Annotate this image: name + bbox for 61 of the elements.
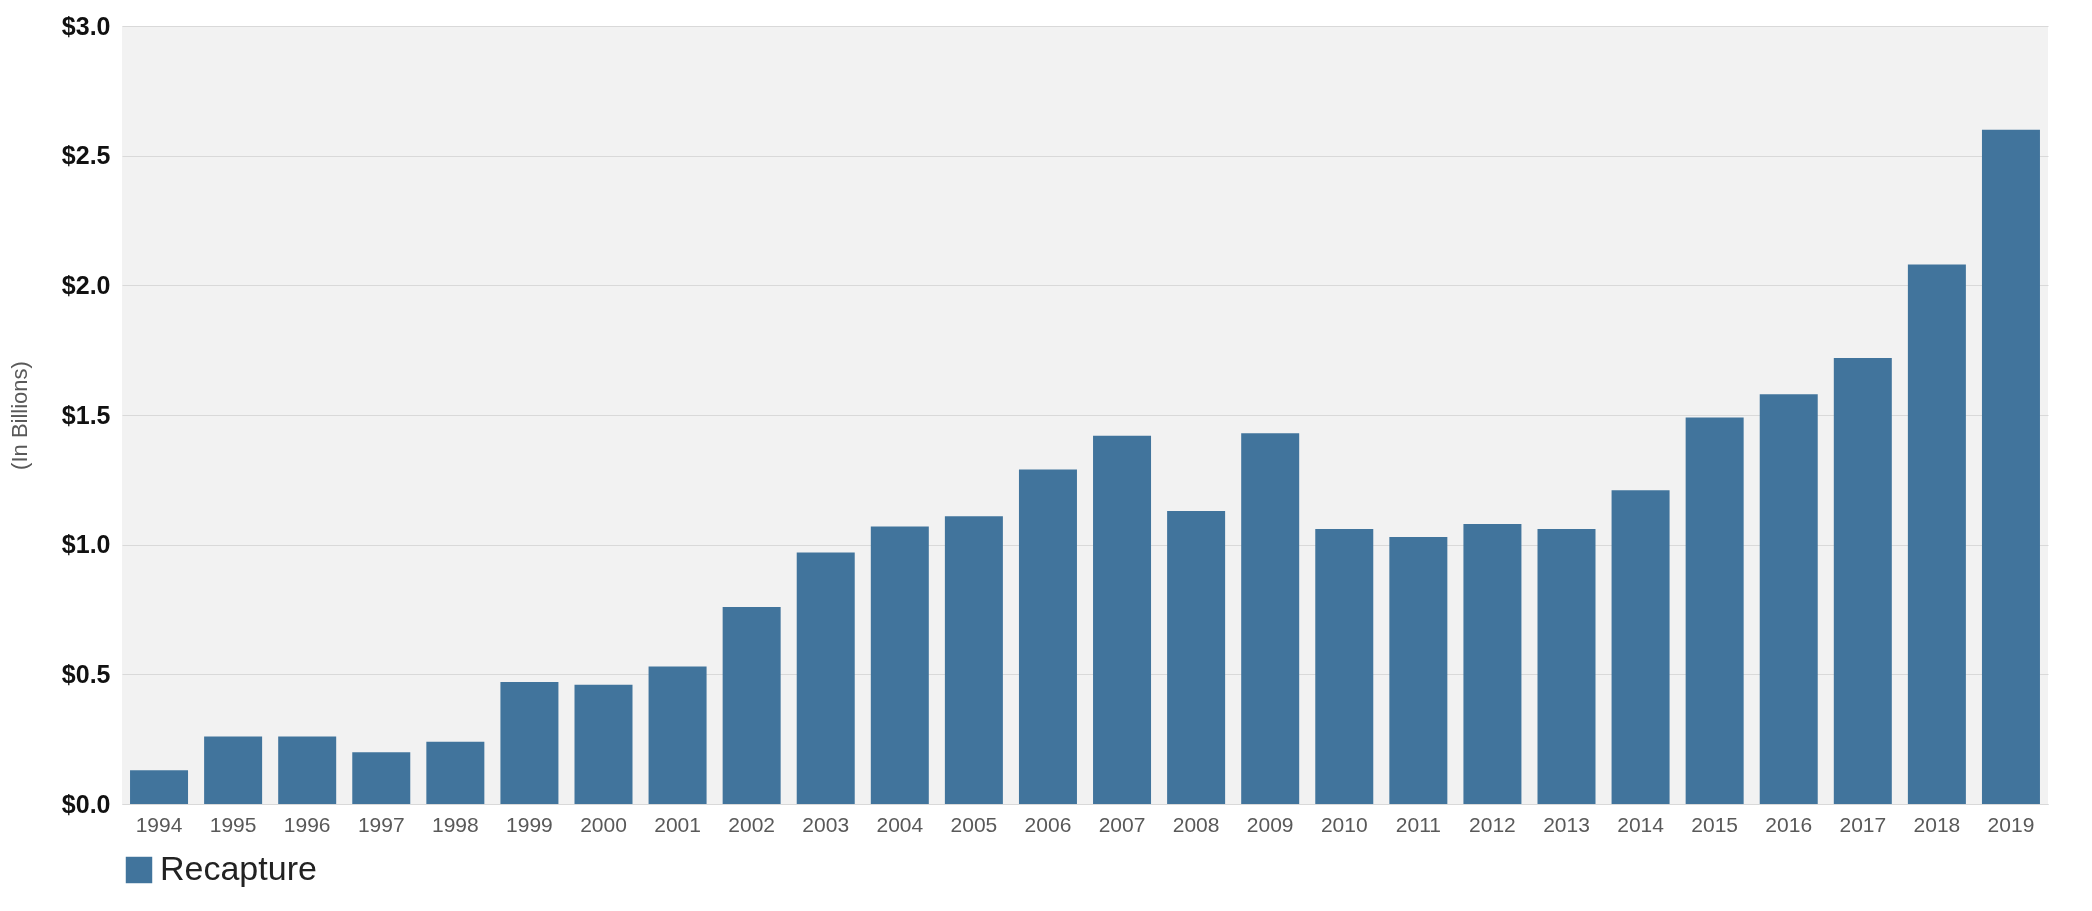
x-tick-label: 1997: [357, 812, 405, 836]
x-tick-label: 2016: [1765, 812, 1813, 836]
x-tick-label: 2014: [1617, 812, 1665, 836]
x-tick-label: 2018: [1913, 812, 1961, 836]
x-tick-label: 2015: [1691, 812, 1739, 836]
bar: [796, 552, 855, 804]
bar: [1537, 529, 1596, 804]
bar: [1389, 536, 1448, 804]
x-tick-label: 2017: [1839, 812, 1887, 836]
bar: [648, 666, 707, 804]
bar: [1241, 433, 1300, 804]
bar: [426, 741, 485, 804]
x-tick-label: 2002: [728, 812, 776, 836]
bar: [870, 526, 929, 804]
bar: [1833, 357, 1892, 804]
bar: [352, 752, 411, 804]
bar: [278, 736, 337, 804]
x-tick-label: 2004: [876, 812, 924, 836]
x-tick-label: 2005: [950, 812, 998, 836]
bar: [1167, 510, 1226, 804]
x-tick-label: 1996: [283, 812, 331, 836]
x-tick-label: 2012: [1469, 812, 1516, 836]
y-tick-label: $0.5: [61, 659, 111, 688]
bar: [574, 684, 633, 804]
bar: [944, 516, 1003, 804]
y-tick-label: $1.5: [61, 400, 111, 429]
bar: [1759, 394, 1818, 804]
x-tick-label: 2007: [1098, 812, 1146, 836]
bar: [1611, 490, 1670, 804]
bar: [204, 736, 263, 804]
y-tick-label: $2.5: [61, 141, 111, 170]
y-tick-label: $3.0: [61, 11, 111, 40]
bar: [722, 606, 781, 804]
y-tick-label: $2.0: [61, 270, 111, 299]
bar: [1685, 417, 1744, 804]
bar: [1315, 529, 1374, 804]
x-tick-label: 2010: [1320, 812, 1368, 836]
bar: [130, 770, 189, 804]
bar: [1463, 523, 1522, 804]
x-tick-label: 2000: [580, 812, 627, 836]
y-axis-title: (In Billions): [6, 361, 32, 470]
x-tick-label: 1998: [431, 812, 479, 836]
bar: [1093, 435, 1152, 804]
x-tick-label: 2011: [1395, 812, 1441, 836]
bar: [1018, 469, 1077, 804]
x-tick-label: 2009: [1246, 812, 1294, 836]
x-tick-label: 2006: [1024, 812, 1072, 836]
x-tick-label: 2013: [1543, 812, 1590, 836]
x-tick-label: 2019: [1987, 812, 2035, 836]
bar: [1907, 264, 1966, 804]
bar: [500, 682, 559, 804]
x-tick-label: 2008: [1172, 812, 1220, 836]
y-tick-label: $0.0: [61, 789, 111, 818]
legend-label: Recapture: [160, 849, 317, 887]
bar: [1981, 129, 2040, 804]
y-tick-label: $1.0: [61, 530, 111, 559]
x-tick-label: 1999: [506, 812, 553, 836]
x-tick-label: 1994: [135, 812, 183, 836]
x-tick-label: 1995: [209, 812, 257, 836]
x-tick-label: 2003: [802, 812, 850, 836]
x-tick-label: 2001: [654, 812, 701, 836]
